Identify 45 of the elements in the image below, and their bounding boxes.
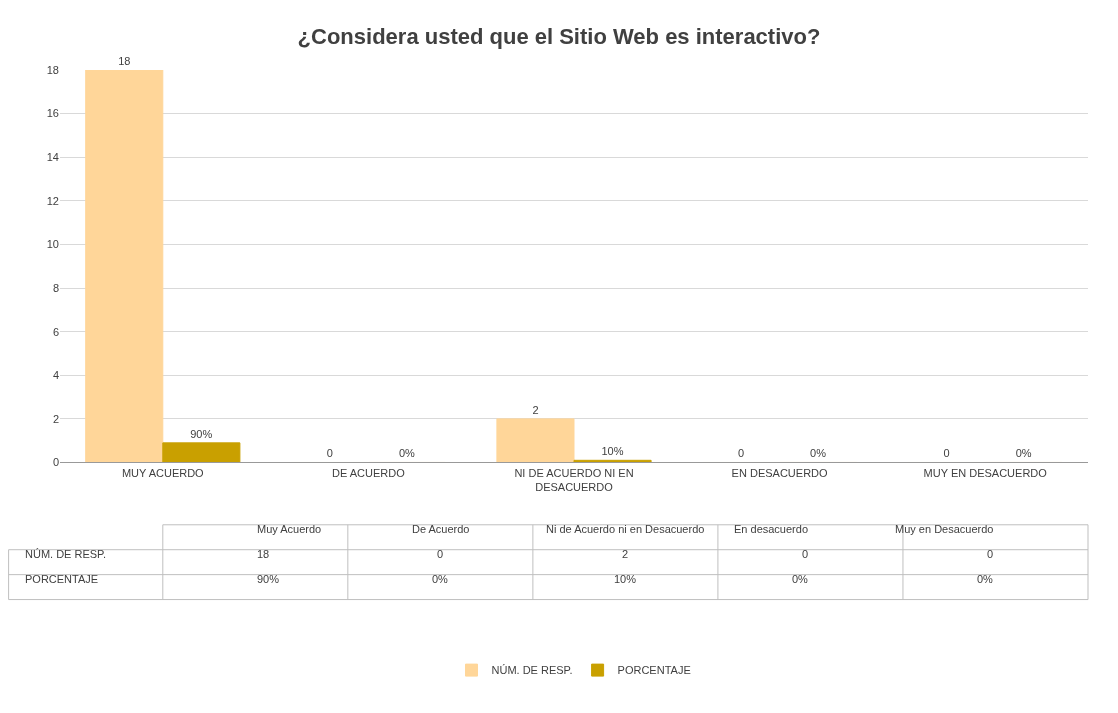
x-tick-label: MUY ACUERDO [121, 466, 205, 479]
y-tick-label: 14 [46, 151, 59, 164]
y-tick-label: 12 [46, 194, 59, 207]
text: Muy en Desacuerdo [895, 523, 994, 535]
text: Muy Acuerdo [257, 523, 322, 535]
data-label: 18 [257, 548, 270, 560]
text: 0 [737, 447, 745, 460]
data-label: 2 [622, 548, 629, 560]
text: En desacuerdo [734, 523, 808, 535]
y-tick-label: 10 [46, 238, 59, 251]
text: 0% [977, 573, 993, 585]
data-label: 10% [601, 445, 624, 458]
text: De Acuerdo [412, 523, 470, 535]
legend-label: NÚM. DE RESP. [491, 664, 573, 677]
text: 10% [614, 573, 637, 585]
y-tick-label: 8 [52, 281, 59, 294]
y-tick-label: 4 [52, 369, 59, 382]
data-label: 0 [987, 548, 994, 560]
text: NÚM. DE RESP. [25, 548, 107, 560]
y-tick-label: 0 [52, 456, 59, 469]
text: 0% [432, 573, 448, 585]
data-label: 0% [398, 447, 416, 460]
text: 0 [943, 447, 950, 460]
y-tick-label: 18 [46, 63, 59, 76]
x-tick-label: MUY EN DESACUERDO [923, 466, 1048, 479]
text: 0 [326, 447, 333, 460]
y-tick-label: 6 [52, 325, 59, 338]
text: 0% [792, 573, 808, 585]
x-tick-label: NI DE ACUERDO NI EN DESACUERDO [514, 466, 634, 493]
chart-title: ¿Considera usted que el Sitio Web es interactivo? [297, 23, 821, 49]
data-label: 0 [802, 548, 809, 560]
text: 2 [532, 403, 539, 416]
y-tick-label: 16 [46, 107, 59, 120]
x-tick-label: DE ACUERDO [332, 466, 406, 479]
text: 18 [118, 55, 131, 67]
data-label: 0 [437, 548, 444, 560]
data-label: 0% [810, 447, 827, 460]
legend-label: PORCENTAJE [617, 664, 691, 677]
y-tick-label: 2 [52, 412, 59, 425]
text: Ni de Acuerdo ni en Desacuerdo [546, 523, 705, 535]
x-tick-label: EN DESACUERDO [731, 466, 829, 479]
data-label: 90% [190, 427, 213, 440]
text: PORCENTAJE [25, 573, 99, 585]
data-label: 0% [1015, 447, 1032, 460]
text: 90% [257, 573, 280, 585]
